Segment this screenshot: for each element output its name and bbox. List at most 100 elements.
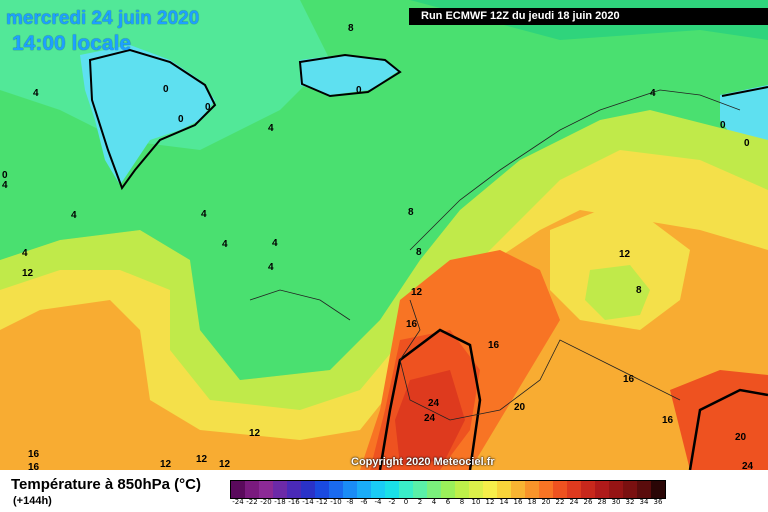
scale-tick-label: -12 (316, 498, 328, 506)
scale-cell: 12 (483, 481, 497, 506)
scale-cell: 36 (651, 481, 665, 506)
scale-tick-label: -18 (274, 498, 286, 506)
legend-title: Température à 850hPa (°C) (11, 476, 201, 493)
scale-tick-label: -16 (288, 498, 300, 506)
contour-label: 0 (2, 170, 8, 181)
legend: Température à 850hPa (°C) (+144h) -24 -22… (0, 470, 768, 512)
scale-tick-label: -2 (388, 498, 396, 506)
scale-tick-label: -6 (360, 498, 368, 506)
scale-cell: 20 (539, 481, 553, 506)
contour-label: 12 (249, 428, 261, 439)
scale-tick-label: -20 (260, 498, 272, 506)
scale-tick-label: 36 (653, 498, 663, 506)
contour-label: 8 (348, 23, 354, 34)
contour-label: 8 (416, 247, 422, 258)
iberia-hottest (395, 370, 465, 465)
scale-cell: -22 (245, 481, 259, 506)
scale-cell: 8 (455, 481, 469, 506)
scale-cell: 14 (497, 481, 511, 506)
scale-tick-label: 34 (639, 498, 649, 506)
scale-cell: -6 (357, 481, 371, 506)
contour-0-greenland (88, 48, 217, 191)
legend-subtitle: (+144h) (13, 495, 52, 507)
contour-label: 4 (222, 239, 228, 250)
scale-cell: -24 (231, 481, 245, 506)
central-europe-green (585, 265, 650, 320)
contour-label: 4 (22, 248, 28, 259)
contour-0-east (721, 86, 768, 97)
scale-tick-label: 14 (499, 498, 509, 506)
coastline-scandinavia (409, 89, 741, 251)
scale-tick-label: 8 (459, 498, 465, 506)
svalbard-cold (300, 55, 400, 95)
contour-label: 4 (268, 262, 274, 273)
scale-tick-label: 20 (541, 498, 551, 506)
scale-tick-label: -24 (232, 498, 244, 506)
scale-cell: 34 (637, 481, 651, 506)
contour-label: 4 (272, 238, 278, 249)
scale-cell: -18 (273, 481, 287, 506)
scale-tick-label: 24 (569, 498, 579, 506)
contour-label: 24 (428, 398, 440, 409)
scale-tick-label: 28 (597, 498, 607, 506)
contour-label: 0 (163, 84, 169, 95)
contour-24-east (688, 388, 768, 470)
scale-tick-label: 2 (417, 498, 423, 506)
scale-cell: -4 (371, 481, 385, 506)
contour-label: 4 (33, 88, 39, 99)
contour-label: 0 (205, 102, 211, 113)
map-canvas: 0 0 0 0 0 0 0 4 4 4 4 4 4 4 4 4 4 8 8 8 … (0, 0, 768, 470)
scale-tick-label: 10 (471, 498, 481, 506)
contour-label: 24 (424, 413, 436, 424)
scale-tick-label: 18 (527, 498, 537, 506)
forecast-time: 14:00 locale (12, 32, 132, 55)
contour-label: 4 (2, 180, 8, 191)
contour-label: 12 (219, 459, 231, 470)
scale-cell: -2 (385, 481, 399, 506)
temperature-map: 0 0 0 0 0 0 0 4 4 4 4 4 4 4 4 4 4 8 8 8 … (0, 0, 768, 470)
contour-label: 20 (514, 402, 526, 413)
scale-cell: 16 (511, 481, 525, 506)
scale-tick-label: -22 (246, 498, 258, 506)
contour-label: 24 (742, 461, 754, 470)
contour-label: 4 (650, 88, 656, 99)
scale-cell: -10 (329, 481, 343, 506)
scale-cell: 10 (469, 481, 483, 506)
contour-24 (378, 328, 482, 470)
scale-cell: 18 (525, 481, 539, 506)
contour-label: 4 (71, 210, 77, 221)
contour-label: 12 (196, 454, 208, 465)
scale-tick-label: -8 (346, 498, 354, 506)
greenland-cold (80, 45, 215, 185)
contour-label: 16 (662, 415, 674, 426)
scale-cell: 4 (427, 481, 441, 506)
contour-label: 16 (623, 374, 635, 385)
scale-cell: 0 (399, 481, 413, 506)
scale-cell: 24 (567, 481, 581, 506)
scale-cell: 22 (553, 481, 567, 506)
scale-cell: 32 (623, 481, 637, 506)
model-run-label: Run ECMWF 12Z du jeudi 18 juin 2020 (409, 8, 768, 25)
contour-label: 8 (636, 285, 642, 296)
contour-label: 0 (178, 114, 184, 125)
scale-tick-label: 4 (431, 498, 437, 506)
scale-cell: 6 (441, 481, 455, 506)
contour-label: 4 (268, 123, 274, 134)
contour-label: 16 (28, 462, 40, 470)
coastline-iceland (249, 289, 351, 321)
contour-label: 0 (744, 138, 750, 149)
scale-tick-label: 0 (403, 498, 409, 506)
scale-tick-label: -4 (374, 498, 382, 506)
contour-labels: 0 0 0 0 0 0 0 4 4 4 4 4 4 4 4 4 4 8 8 8 … (2, 23, 754, 470)
scale-tick-label: 26 (583, 498, 593, 506)
contour-label: 0 (720, 120, 726, 131)
contour-label: 12 (22, 268, 34, 279)
contour-label: 20 (735, 432, 747, 443)
contour-label: 16 (28, 449, 40, 460)
contour-label: 12 (619, 249, 631, 260)
coastline-europe (399, 299, 681, 421)
scale-cell: 30 (609, 481, 623, 506)
scale-cell: -20 (259, 481, 273, 506)
scale-cell: -8 (343, 481, 357, 506)
scale-tick-label: 16 (513, 498, 523, 506)
